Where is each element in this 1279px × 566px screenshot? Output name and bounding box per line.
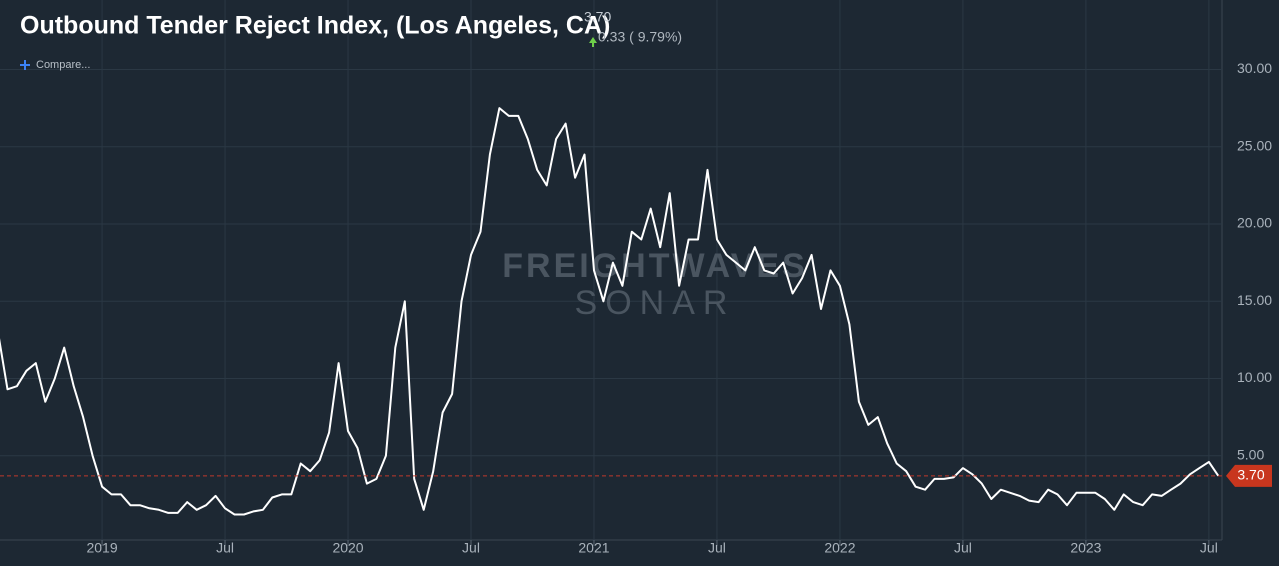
x-tick-label: 2020	[332, 540, 363, 556]
compare-button[interactable]: Compare...	[36, 59, 90, 71]
y-tick-label: 20.00	[1237, 215, 1272, 231]
data-line	[0, 107, 1220, 516]
x-tick-label: 2023	[1070, 540, 1101, 556]
x-tick-label: Jul	[708, 540, 726, 556]
y-tick-label: 30.00	[1237, 60, 1272, 76]
x-tick-label: Jul	[1200, 540, 1218, 556]
y-tick-label: 25.00	[1237, 137, 1272, 153]
x-tick-label: Jul	[216, 540, 234, 556]
current-value: 3.70	[584, 9, 611, 25]
up-arrow	[589, 37, 597, 47]
y-tick-label: 5.00	[1237, 446, 1264, 462]
compare-icon[interactable]	[20, 60, 30, 70]
x-tick-label: 2022	[824, 540, 855, 556]
x-tick-label: Jul	[462, 540, 480, 556]
x-tick-label: 2021	[578, 540, 609, 556]
chart-title: Outbound Tender Reject Index, (Los Angel…	[20, 12, 610, 40]
current-tag	[1226, 464, 1272, 487]
grid	[0, 0, 1223, 541]
x-tick-label: 2019	[86, 540, 117, 556]
change: 0.33 ( 9.79%)	[598, 29, 682, 45]
watermark: SONAR	[575, 284, 736, 322]
current-tag-label: 3.70	[1237, 467, 1264, 483]
x-tick-label: Jul	[954, 540, 972, 556]
y-tick-label: 10.00	[1237, 369, 1272, 385]
y-tick-label: 15.00	[1237, 292, 1272, 308]
watermark: FREIGHTWAVES	[502, 247, 808, 285]
